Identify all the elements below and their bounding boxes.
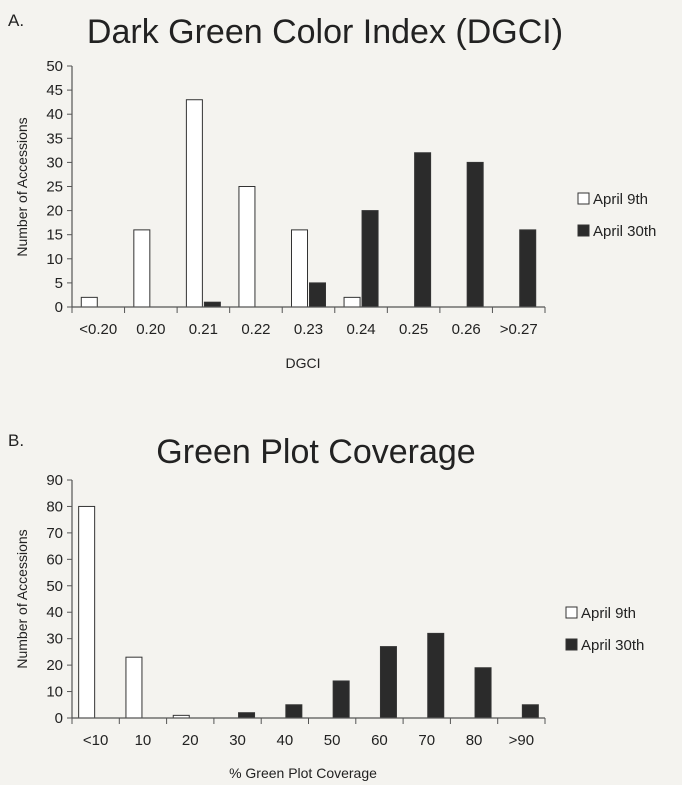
bars (80, 99, 537, 308)
chart-dgci: A. Dark Green Color Index (DGCI) Number … (8, 11, 656, 371)
chart-green-plot-coverage: B. Green Plot Coverage Number of Accessi… (8, 431, 644, 781)
bar (203, 301, 221, 308)
x-tick-label: 40 (277, 732, 294, 749)
y-tick-label: 80 (46, 498, 63, 515)
bar (361, 210, 379, 308)
x-tick-label: >90 (509, 732, 534, 749)
bar (125, 656, 143, 719)
x-axis-label: DGCI (286, 355, 321, 371)
x-tick-label: 80 (466, 732, 483, 749)
bar (332, 680, 350, 719)
legend-swatch (565, 606, 578, 619)
y-tick-label: 0 (55, 299, 63, 316)
y-tick-label: 35 (46, 130, 63, 147)
panel-letter: A. (8, 11, 24, 30)
y-tick-label: 10 (46, 684, 63, 701)
bar (427, 632, 445, 719)
bar (80, 296, 98, 308)
x-tick-label: 10 (135, 732, 152, 749)
bars (78, 505, 539, 719)
bar (309, 282, 326, 308)
chart-title: Green Plot Coverage (156, 433, 475, 471)
x-tick-label: 0.25 (399, 321, 428, 338)
y-tick-label: 40 (46, 604, 63, 621)
legend-swatch (577, 192, 590, 205)
x-tick-label: 0.24 (346, 321, 375, 338)
bar (343, 296, 361, 308)
bar (238, 186, 256, 308)
bar (474, 667, 492, 719)
y-tick-label: 15 (46, 227, 63, 244)
x-tick-label: 30 (229, 732, 246, 749)
legend-label: April 9th (593, 191, 648, 208)
y-tick-label: 90 (46, 472, 63, 489)
x-tick-label: 0.26 (452, 321, 481, 338)
x-axis-ticks: <10 10 20 30 40 50 60 70 80 >90 (71, 718, 546, 749)
bar (379, 646, 397, 719)
y-tick-label: 70 (46, 525, 63, 542)
x-tick-label: 0.20 (136, 321, 165, 338)
x-tick-label: 70 (418, 732, 435, 749)
y-axis-label: Number of Accessions (14, 529, 30, 668)
bar (414, 152, 432, 308)
bar (133, 229, 151, 308)
y-tick-label: 25 (46, 179, 63, 196)
x-tick-label: 0.22 (241, 321, 270, 338)
y-tick-label: 50 (46, 58, 63, 75)
x-tick-label: 20 (182, 732, 199, 749)
bar (291, 229, 308, 308)
legend-swatch (577, 224, 590, 237)
x-axis-label: % Green Plot Coverage (229, 765, 377, 781)
y-tick-label: 45 (46, 82, 63, 99)
y-tick-label: 30 (46, 154, 63, 171)
axes (71, 66, 545, 308)
bar (466, 161, 484, 308)
legend: April 9th April 30th (577, 191, 656, 240)
y-tick-label: 20 (46, 657, 63, 674)
legend-label: April 30th (593, 223, 656, 240)
legend-swatch (565, 638, 578, 651)
x-tick-label: <0.20 (79, 321, 117, 338)
bar (519, 229, 537, 308)
legend-label: April 30th (581, 637, 644, 654)
y-tick-label: 5 (55, 275, 63, 292)
bar (285, 704, 303, 719)
x-tick-label: 50 (324, 732, 341, 749)
y-tick-label: 50 (46, 578, 63, 595)
bar (185, 99, 203, 308)
y-axis-ticks: 0 10 20 30 40 50 60 70 80 90 (46, 472, 72, 727)
y-axis-ticks: 0 5 10 15 20 25 30 35 40 45 50 (46, 58, 72, 316)
y-tick-label: 0 (55, 710, 63, 727)
chart-title: Dark Green Color Index (DGCI) (87, 13, 563, 51)
y-tick-label: 40 (46, 106, 63, 123)
bar (238, 712, 256, 719)
axes (71, 480, 545, 719)
legend-label: April 9th (581, 605, 636, 622)
x-axis-ticks: <0.20 0.20 0.21 0.22 0.23 0.24 0.25 0.26 >0.27 (71, 307, 546, 338)
y-tick-label: 60 (46, 551, 63, 568)
legend: April 9th April 30th (565, 605, 644, 654)
x-tick-label: 0.21 (189, 321, 218, 338)
y-axis-label: Number of Accessions (14, 117, 30, 256)
bar (78, 505, 96, 719)
x-tick-label: >0.27 (500, 321, 538, 338)
x-tick-label: 0.23 (294, 321, 323, 338)
panel-letter: B. (8, 431, 24, 450)
y-tick-label: 30 (46, 631, 63, 648)
x-tick-label: 60 (371, 732, 388, 749)
bar (521, 704, 539, 719)
y-tick-label: 10 (46, 251, 63, 268)
y-tick-label: 20 (46, 203, 63, 220)
x-tick-label: <10 (83, 732, 108, 749)
